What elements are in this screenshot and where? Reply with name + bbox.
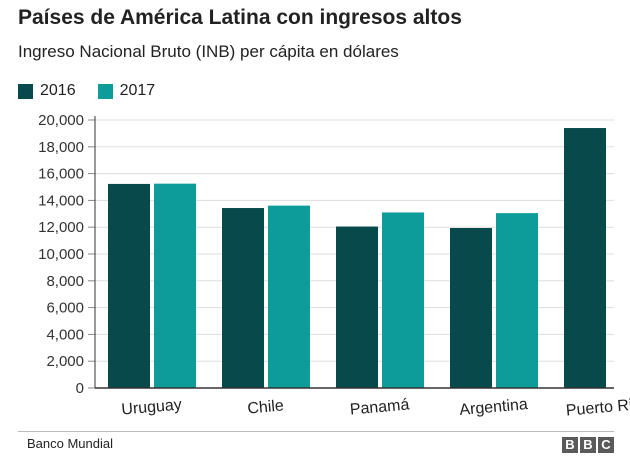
y-tick-label: 18,000 [38, 139, 84, 156]
chart-subtitle: Ingreso Nacional Bruto (INB) per cápita … [18, 42, 399, 61]
y-tick-label: 2,000 [46, 353, 84, 370]
legend-swatch-2017 [97, 83, 113, 99]
legend-label-2016: 2016 [40, 82, 76, 99]
y-tick-label: 8,000 [46, 273, 84, 290]
bar-2016 [336, 226, 378, 388]
bar-2017 [496, 213, 538, 388]
bbc-logo-block: B [580, 437, 596, 453]
x-tick-label: Chile [247, 397, 285, 417]
y-tick-label: 16,000 [38, 166, 84, 183]
y-tick-label: 10,000 [38, 246, 84, 263]
y-tick-label: 20,000 [38, 112, 84, 129]
footer-divider [18, 431, 614, 432]
legend: 2016 2017 [18, 80, 177, 102]
chart-title: Países de América Latina con ingresos al… [18, 6, 462, 29]
y-tick-label: 4,000 [46, 326, 84, 343]
bar-chart: 0 2,000 4,000 6,000 8,000 10,000 12,000 14,000 1… [38, 112, 630, 420]
bbc-logo-block: C [598, 437, 614, 453]
y-tick-label: 0 [76, 380, 84, 397]
x-tick-label: Panamá [349, 396, 410, 418]
bar-2016 [108, 183, 150, 388]
legend-item-2016: 2016 [18, 82, 76, 100]
legend-label-2017: 2017 [119, 82, 156, 99]
bar-2017 [268, 205, 310, 388]
legend-swatch-2016 [18, 83, 33, 99]
x-tick-label: Puerto Rico [565, 395, 630, 419]
y-tick-label: 6,000 [46, 300, 84, 317]
x-tick-label: Uruguay [121, 396, 183, 418]
y-tick-label: 14,000 [38, 192, 84, 209]
bar-2017 [154, 183, 196, 388]
source-label: Banco Mundial [27, 436, 113, 451]
bar-2016 [450, 228, 492, 388]
bbc-logo: B B C [560, 437, 614, 453]
bbc-logo-block: B [562, 437, 578, 453]
bar-2016 [564, 128, 606, 389]
legend-item-2017: 2017 [97, 82, 156, 100]
y-tick-label: 12,000 [38, 219, 84, 236]
bar-2017 [382, 212, 424, 388]
x-tick-label: Argentina [459, 396, 529, 419]
bar-2016 [222, 208, 264, 388]
